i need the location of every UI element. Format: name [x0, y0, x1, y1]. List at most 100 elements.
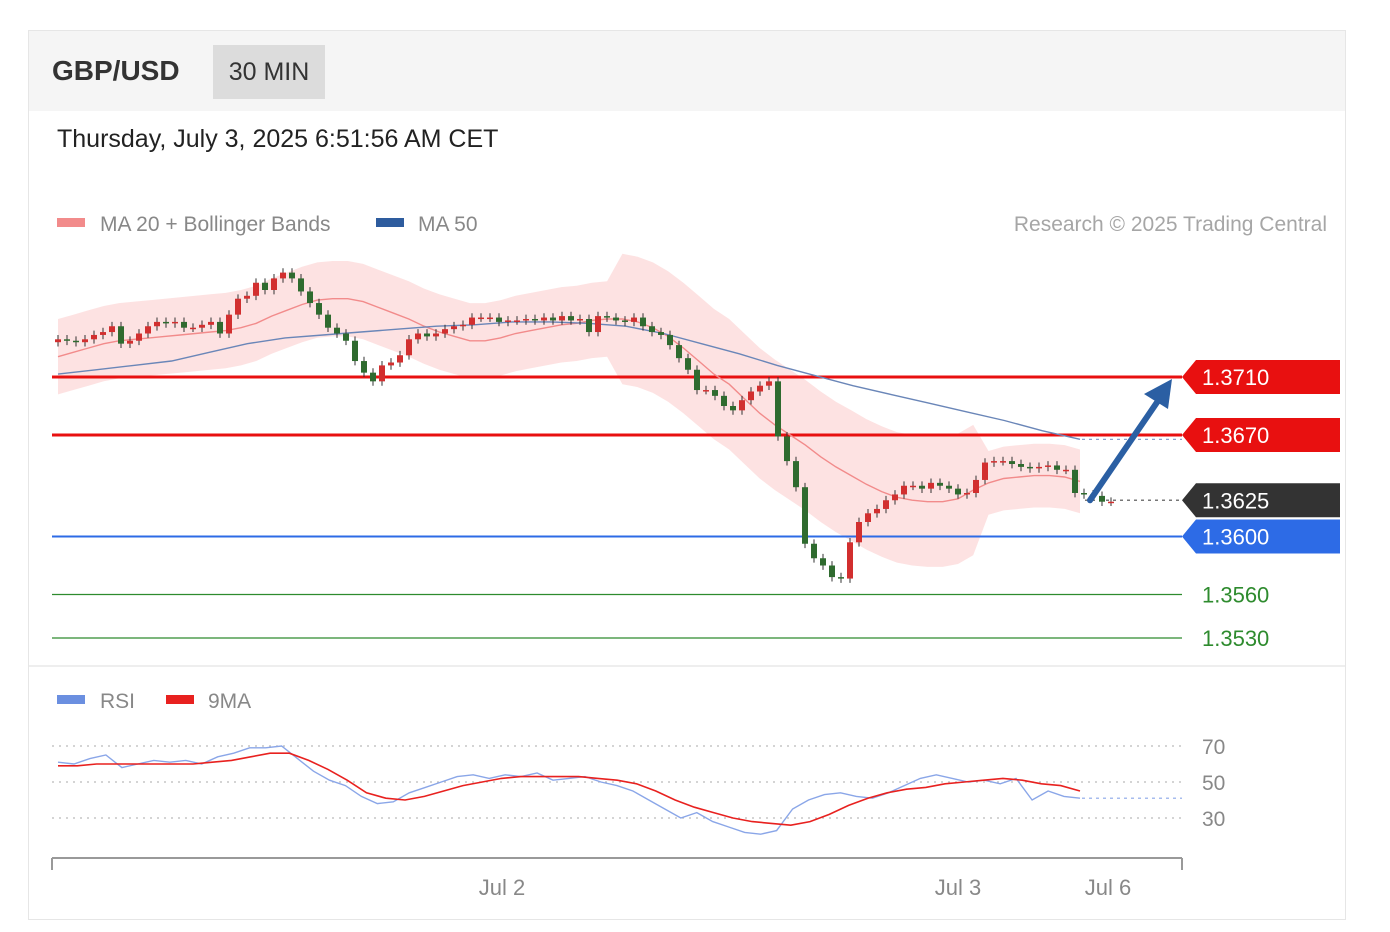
candle-body [1108, 501, 1114, 504]
candle [118, 321, 124, 348]
panel-divider [29, 665, 1345, 667]
candle [91, 330, 97, 344]
candle [370, 368, 376, 386]
candle-body [757, 385, 763, 392]
candle-body [991, 461, 997, 463]
candle-body [856, 522, 862, 543]
level-tag-1.3710: 1.3710 [1182, 360, 1340, 394]
candle [928, 478, 934, 493]
candle-body [568, 316, 574, 321]
candle-body [190, 327, 196, 330]
candle-body [1063, 469, 1069, 472]
candle [649, 321, 655, 337]
candle [901, 481, 907, 499]
candle-body [820, 558, 826, 566]
candle-body [1072, 469, 1078, 493]
candle-body [325, 314, 331, 328]
candle-body [847, 542, 853, 579]
candle-body [604, 316, 610, 318]
candle [829, 561, 835, 582]
candle [1036, 462, 1042, 473]
candle-body [730, 406, 736, 411]
candle [109, 321, 115, 337]
candle-body [766, 381, 772, 386]
candle [451, 321, 457, 334]
chart-widget: GBP/USD 30 MIN Thursday, July 3, 2025 6:… [28, 30, 1346, 920]
candle-body [811, 543, 817, 559]
chart-header: GBP/USD 30 MIN [29, 31, 1345, 111]
candle-body [91, 334, 97, 340]
candle-body [55, 339, 61, 343]
candle-body [424, 333, 430, 337]
candle-body [964, 493, 970, 495]
level-tags: 1.3710 1.3670 1.3625 1.3600 1.3560 1.3530 [1182, 360, 1340, 651]
x-axis: Jul 2 Jul 3 Jul 6 [51, 857, 1183, 900]
candle [721, 391, 727, 411]
candle [127, 336, 133, 348]
candle [703, 385, 709, 395]
candle-body [433, 333, 439, 337]
candle-body [559, 316, 565, 321]
candle [883, 495, 889, 514]
candle-body [577, 319, 583, 321]
rsi-tick-label: 50 [1202, 772, 1225, 795]
candle [910, 481, 916, 491]
candle-body [883, 500, 889, 509]
candle [1099, 491, 1105, 507]
candle-body [703, 390, 709, 392]
candle [541, 313, 547, 325]
candle-body [739, 400, 745, 411]
candle [343, 329, 349, 346]
ma50-line [57, 321, 1081, 440]
candle-body [469, 317, 475, 325]
candle-body [1054, 465, 1060, 470]
candle-body [154, 321, 160, 327]
candle [1054, 461, 1060, 475]
candle [964, 488, 970, 499]
candle [172, 317, 178, 328]
level-tag-1.3530: 1.3530 [1202, 626, 1269, 651]
candle [253, 278, 259, 301]
candle-body [415, 333, 421, 340]
candle-body [406, 339, 412, 356]
candle-body [919, 485, 925, 489]
level-tag-bg [1182, 418, 1340, 452]
candle-body [136, 333, 142, 341]
candle [838, 572, 844, 583]
candle-body [829, 565, 835, 578]
candle-body [1045, 465, 1051, 467]
bollinger-band-area [58, 253, 1080, 567]
candle [235, 294, 241, 319]
candle-body [316, 303, 322, 315]
candle [667, 330, 673, 350]
candle [334, 323, 340, 338]
rsi-line [57, 745, 1081, 835]
candle [766, 377, 772, 391]
candle [523, 314, 529, 325]
candle-body [280, 272, 286, 279]
candle-body [874, 508, 880, 514]
candle [775, 377, 781, 441]
candle-body [541, 317, 547, 321]
candle-body [802, 487, 808, 544]
candle [694, 365, 700, 395]
candle-body [550, 317, 556, 321]
candle [730, 401, 736, 415]
timestamp: Thursday, July 3, 2025 6:51:56 AM CET [57, 125, 499, 153]
candle [982, 458, 988, 485]
candle [307, 287, 313, 308]
candlesticks [55, 268, 1114, 583]
candle-body [181, 321, 187, 328]
level-tag-1.3670: 1.3670 [1182, 418, 1340, 452]
candle-body [163, 321, 169, 324]
candle [406, 334, 412, 360]
x-tick-label: Jul 6 [1085, 875, 1131, 900]
timeframe-badge[interactable]: 30 MIN [213, 45, 325, 99]
candle [793, 456, 799, 492]
candle-body [262, 282, 268, 290]
candle [856, 517, 862, 547]
candle-body [478, 317, 484, 320]
candle-body [1018, 464, 1024, 467]
candle [325, 310, 331, 333]
candle-body [271, 278, 277, 290]
